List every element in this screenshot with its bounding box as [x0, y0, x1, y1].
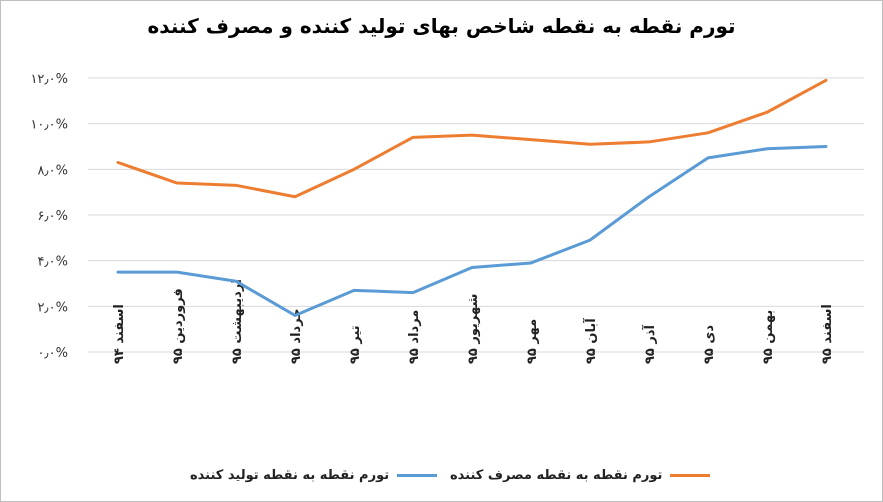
chart-title: تورم نقطه به نقطه شاخص بهای تولید کننده …	[147, 14, 736, 38]
legend-item-producer: تورم نقطه به نقطه تولید کننده	[190, 468, 438, 483]
legend-swatch-consumer	[670, 474, 711, 477]
x-axis-ticks: اسفند ۹۴ فروردین ۹۵ اردیبهشت ۹۵ خرداد ۹۵ تیر…	[112, 279, 835, 364]
x-tick-label: دی ۹۵	[702, 325, 717, 364]
x-tick-label: اسفند ۹۴	[112, 304, 127, 364]
x-tick-label: فروردین ۹۵	[171, 288, 186, 364]
series-line-consumer	[116, 78, 828, 199]
legend-label-producer: تورم نقطه به نقطه تولید کننده	[190, 468, 390, 483]
x-tick-label: آذر ۹۵	[641, 324, 658, 364]
series-lines	[116, 78, 828, 317]
y-axis-ticks: ۰٫۰% ۲٫۰% ۴٫۰% ۶٫۰% ۸٫۰% ۱۰٫۰% ۱۲٫۰%	[30, 72, 68, 361]
x-tick-label: تیر ۹۵	[348, 325, 363, 364]
legend: تورم نقطه به نقطه تولید کننده تورم نقطه …	[0, 468, 883, 490]
y-tick-label: ۲٫۰%	[37, 300, 68, 315]
x-tick-label: بهمن ۹۵	[761, 310, 776, 364]
y-tick-label: ۱۲٫۰%	[30, 72, 68, 87]
x-tick-label: اردیبهشت ۹۵	[230, 279, 245, 364]
x-tick-label: مهر ۹۵	[525, 319, 540, 364]
series-line-producer	[116, 145, 828, 317]
x-tick-label: آبان ۹۵	[582, 318, 599, 364]
legend-item-consumer: تورم نقطه به نقطه مصرف کننده	[450, 468, 711, 483]
y-tick-label: ۱۰٫۰%	[30, 118, 68, 133]
legend-label-consumer: تورم نقطه به نقطه مصرف کننده	[450, 468, 663, 483]
y-tick-label: ۶٫۰%	[37, 209, 68, 224]
legend-swatch-producer	[397, 474, 438, 477]
y-tick-label: ۸٫۰%	[37, 163, 68, 178]
x-tick-label: خرداد ۹۵	[289, 308, 304, 364]
y-tick-label: ۰٫۰%	[37, 346, 68, 361]
y-tick-label: ۴٫۰%	[37, 255, 68, 270]
x-tick-label: شهریور ۹۵	[466, 294, 481, 364]
x-tick-label: اسفند ۹۵	[820, 304, 835, 364]
x-tick-label: مرداد ۹۵	[407, 310, 422, 364]
